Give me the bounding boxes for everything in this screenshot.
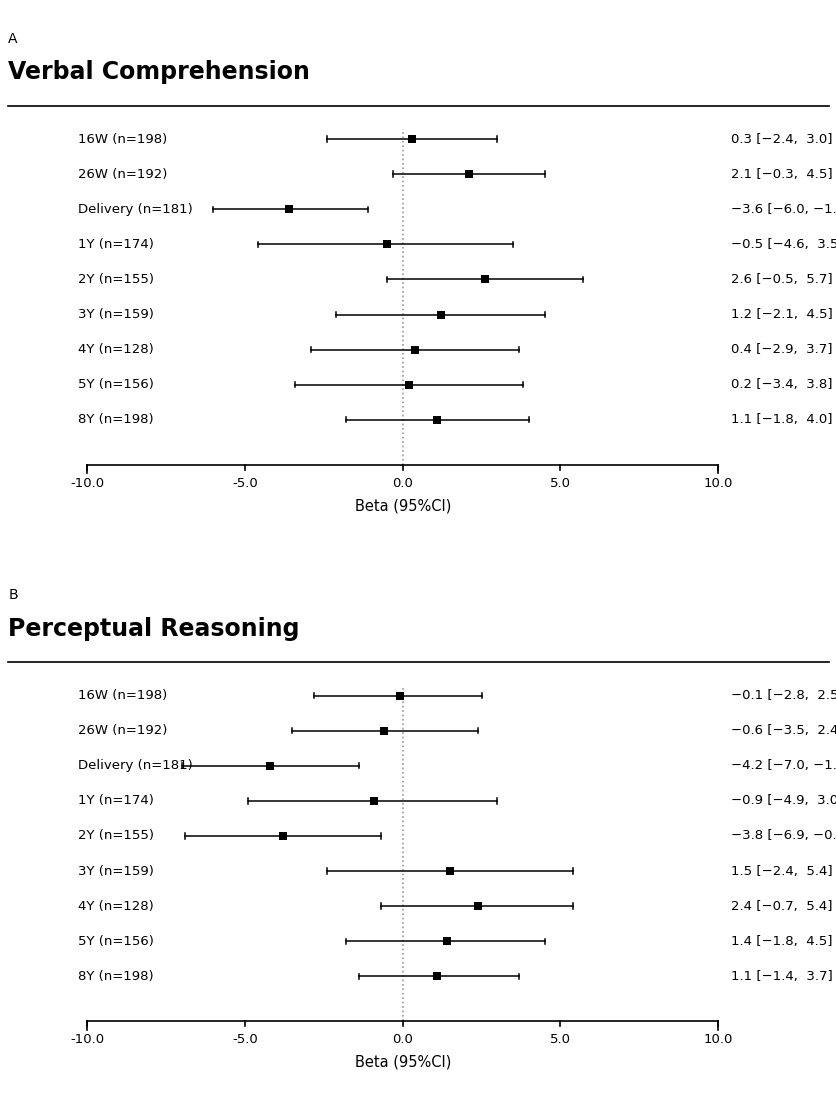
Text: 5Y (n=156): 5Y (n=156) [78, 378, 154, 391]
Text: −4.2 [−7.0, −1.4]: −4.2 [−7.0, −1.4] [730, 759, 836, 773]
Text: 0.2 [−3.4,  3.8]: 0.2 [−3.4, 3.8] [730, 378, 831, 391]
Text: -10.0: -10.0 [70, 1034, 104, 1046]
Text: 5.0: 5.0 [549, 477, 570, 489]
Text: 4Y (n=128): 4Y (n=128) [78, 343, 153, 356]
Text: 4Y (n=128): 4Y (n=128) [78, 899, 153, 912]
Text: 1.1 [−1.4,  3.7]: 1.1 [−1.4, 3.7] [730, 970, 832, 983]
Text: 10.0: 10.0 [703, 477, 732, 489]
Text: 16W (n=198): 16W (n=198) [78, 689, 167, 702]
Text: 2.6 [−0.5,  5.7]: 2.6 [−0.5, 5.7] [730, 273, 832, 285]
Text: B: B [8, 588, 18, 603]
Text: 1Y (n=174): 1Y (n=174) [78, 238, 154, 251]
Text: 0.0: 0.0 [392, 1034, 413, 1046]
Text: 2Y (n=155): 2Y (n=155) [78, 273, 154, 285]
Text: −0.5 [−4.6,  3.5]: −0.5 [−4.6, 3.5] [730, 238, 836, 251]
Text: 8Y (n=198): 8Y (n=198) [78, 970, 153, 983]
Text: 2Y (n=155): 2Y (n=155) [78, 830, 154, 842]
Text: Beta (95%CI): Beta (95%CI) [354, 498, 451, 514]
Text: 3Y (n=159): 3Y (n=159) [78, 865, 154, 877]
Text: 26W (n=192): 26W (n=192) [78, 168, 167, 181]
Text: 2.1 [−0.3,  4.5]: 2.1 [−0.3, 4.5] [730, 168, 832, 181]
Text: −0.9 [−4.9,  3.0]: −0.9 [−4.9, 3.0] [730, 795, 836, 808]
Text: −3.6 [−6.0, −1.1]: −3.6 [−6.0, −1.1] [730, 203, 836, 216]
Text: Verbal Comprehension: Verbal Comprehension [8, 61, 310, 84]
Text: 0.3 [−2.4,  3.0]: 0.3 [−2.4, 3.0] [730, 132, 831, 145]
Text: 26W (n=192): 26W (n=192) [78, 724, 167, 737]
Text: −0.6 [−3.5,  2.4]: −0.6 [−3.5, 2.4] [730, 724, 836, 737]
Text: 8Y (n=198): 8Y (n=198) [78, 413, 153, 426]
Text: 10.0: 10.0 [703, 1034, 732, 1046]
Text: 5Y (n=156): 5Y (n=156) [78, 934, 154, 948]
Text: 0.0: 0.0 [392, 477, 413, 489]
Text: 3Y (n=159): 3Y (n=159) [78, 309, 154, 321]
Text: Delivery (n=181): Delivery (n=181) [78, 203, 192, 216]
Text: -10.0: -10.0 [70, 477, 104, 489]
Text: 16W (n=198): 16W (n=198) [78, 132, 167, 145]
Text: A: A [8, 32, 18, 46]
Text: 1.1 [−1.8,  4.0]: 1.1 [−1.8, 4.0] [730, 413, 831, 426]
Text: −0.1 [−2.8,  2.5]: −0.1 [−2.8, 2.5] [730, 689, 836, 702]
Text: 1.4 [−1.8,  4.5]: 1.4 [−1.8, 4.5] [730, 934, 831, 948]
Text: 2.4 [−0.7,  5.4]: 2.4 [−0.7, 5.4] [730, 899, 831, 912]
Text: Beta (95%CI): Beta (95%CI) [354, 1055, 451, 1070]
Text: 1Y (n=174): 1Y (n=174) [78, 795, 154, 808]
Text: 1.2 [−2.1,  4.5]: 1.2 [−2.1, 4.5] [730, 309, 832, 321]
Text: 5.0: 5.0 [549, 1034, 570, 1046]
Text: -5.0: -5.0 [232, 1034, 257, 1046]
Text: Delivery (n=181): Delivery (n=181) [78, 759, 192, 773]
Text: −3.8 [−6.9, −0.7]: −3.8 [−6.9, −0.7] [730, 830, 836, 842]
Text: 1.5 [−2.4,  5.4]: 1.5 [−2.4, 5.4] [730, 865, 832, 877]
Text: -5.0: -5.0 [232, 477, 257, 489]
Text: 0.4 [−2.9,  3.7]: 0.4 [−2.9, 3.7] [730, 343, 831, 356]
Text: Perceptual Reasoning: Perceptual Reasoning [8, 617, 299, 640]
